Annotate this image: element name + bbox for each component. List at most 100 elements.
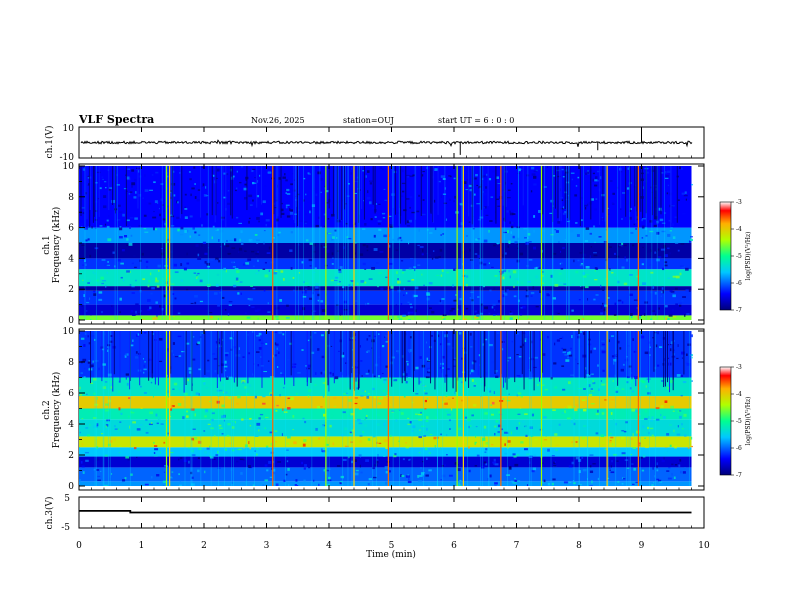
spectrogram-pixel	[142, 197, 144, 199]
spectrogram-pixel	[211, 412, 215, 415]
spectrogram-pixel	[485, 371, 488, 375]
spectrogram-pixel	[572, 440, 576, 443]
spectrogram-pixel	[169, 451, 174, 454]
spectrogram-pixel	[554, 283, 559, 287]
spectrogram-pixel	[517, 392, 522, 395]
spectrogram-pixel	[466, 275, 469, 278]
spectrogram-pixel	[376, 441, 378, 444]
spectrogram-pixel	[691, 184, 693, 186]
spectrogram-pixel	[384, 336, 386, 338]
ch1-waveform-panel: 10 -10 ch.1(V)	[44, 124, 705, 163]
spectrogram-pixel	[562, 388, 566, 391]
spectrogram-pixel	[214, 369, 217, 373]
spectrogram-pixel	[507, 245, 509, 248]
spectrogram-pixel	[664, 451, 668, 455]
ch1-colorbar: log(PSD)(V²/Hz) -3-4-5-6-7	[719, 199, 752, 314]
spectrogram-pixel	[629, 216, 632, 220]
spectrogram-pixel	[667, 277, 670, 279]
spectrogram-pixel	[322, 450, 326, 453]
spectrogram-pixel	[407, 175, 409, 178]
spectrogram-pixel	[188, 371, 192, 374]
spectrogram-pixel	[99, 187, 102, 190]
spectrogram-pixel	[166, 390, 170, 394]
spectrogram-pixel	[671, 308, 674, 312]
spectrogram-pixel	[118, 407, 121, 411]
spectrogram-pixel	[197, 253, 200, 257]
spectrogram-pixel	[650, 186, 652, 189]
spectrogram-pixel	[101, 282, 105, 285]
spectrogram-pixel	[488, 229, 490, 233]
spectrogram-pixel	[275, 199, 278, 202]
spectrogram-pixel	[269, 376, 274, 379]
spectrogram-band-6	[79, 243, 692, 259]
spectrogram-pixel	[629, 207, 632, 210]
spectrogram-pixel	[598, 236, 602, 238]
spectrogram-pixel	[114, 438, 116, 442]
spectrogram-pixel	[419, 429, 421, 431]
spectrogram-pixel	[575, 441, 578, 443]
spectrogram-pixel	[166, 348, 169, 352]
spectrogram-pixel	[567, 194, 570, 197]
spectrogram-pixel	[347, 387, 350, 390]
spectrogram-pixel	[184, 392, 188, 396]
spectrogram-pixel	[385, 446, 389, 449]
spectrogram-pixel	[454, 391, 456, 394]
spectrogram-pixel	[503, 269, 506, 273]
spectrogram-pixel	[313, 188, 315, 191]
spectrogram-pixel	[158, 269, 160, 272]
spectrogram-pixel	[392, 238, 395, 241]
spectrogram-pixel	[141, 319, 145, 320]
spectrogram-pixel	[415, 286, 419, 290]
spectrogram-pixel	[355, 242, 357, 244]
spectrogram-pixel	[578, 299, 581, 301]
spectrogram-pixel	[207, 359, 210, 362]
spectrogram-pixel	[672, 410, 675, 412]
spectrogram-pixel	[552, 409, 556, 412]
spectrogram-pixel	[433, 199, 436, 203]
spectrogram-pixel	[467, 220, 470, 222]
spectrogram-pixel	[182, 398, 185, 401]
spectrogram-pixel	[515, 426, 518, 430]
spectrogram-pixel	[661, 459, 665, 463]
spectrogram-pixel	[582, 409, 587, 412]
spectrogram-pixel	[83, 294, 85, 297]
spectrogram-pixel	[378, 333, 380, 336]
spectrogram-pixel	[344, 203, 347, 205]
spectrogram-pixel	[412, 174, 415, 177]
spectrogram-pixel	[553, 461, 556, 465]
spectrogram-pixel	[657, 203, 661, 205]
spectrogram-pixel	[527, 318, 530, 320]
spectrogram-pixel	[581, 399, 586, 402]
spectrogram-pixel	[400, 303, 403, 305]
spectrogram-pixel	[205, 409, 209, 413]
spectrogram-pixel	[134, 356, 139, 359]
spectrogram-pixel	[409, 336, 412, 339]
spectrogram-pixel	[119, 311, 121, 314]
spectrogram-pixel	[351, 429, 354, 432]
spectrogram-pixel	[632, 390, 634, 393]
spectrogram-pixel	[308, 238, 311, 240]
spectrogram-pixel	[399, 409, 401, 411]
spectrogram-pixel	[253, 182, 257, 184]
spectrogram-pixel	[425, 376, 430, 379]
spectrogram-pixel	[409, 196, 413, 198]
spectrogram-pixel	[109, 477, 112, 481]
spectrogram-pixel	[119, 445, 122, 447]
spectrogram-pixel	[247, 352, 251, 355]
spectrogram-pixel	[591, 480, 593, 484]
spectrogram-pixel	[580, 263, 584, 265]
spectrogram-pixel	[575, 184, 578, 187]
spectrogram-pixel	[315, 427, 318, 431]
spectrogram-pixel	[497, 332, 500, 334]
spectrogram-pixel	[356, 418, 361, 422]
spectrogram-pixel	[684, 434, 687, 437]
spectrogram-pixel	[107, 443, 111, 447]
spectrogram-pixel	[147, 370, 151, 372]
spectrogram-pixel	[356, 282, 359, 286]
spectrogram-pixel	[543, 416, 547, 419]
spectrogram-pixel	[673, 339, 675, 342]
spectrogram-pixel	[329, 424, 332, 428]
spectrogram-pixel	[110, 440, 113, 443]
spectrogram-pixel	[190, 408, 195, 411]
spectrogram-pixel	[263, 385, 265, 388]
